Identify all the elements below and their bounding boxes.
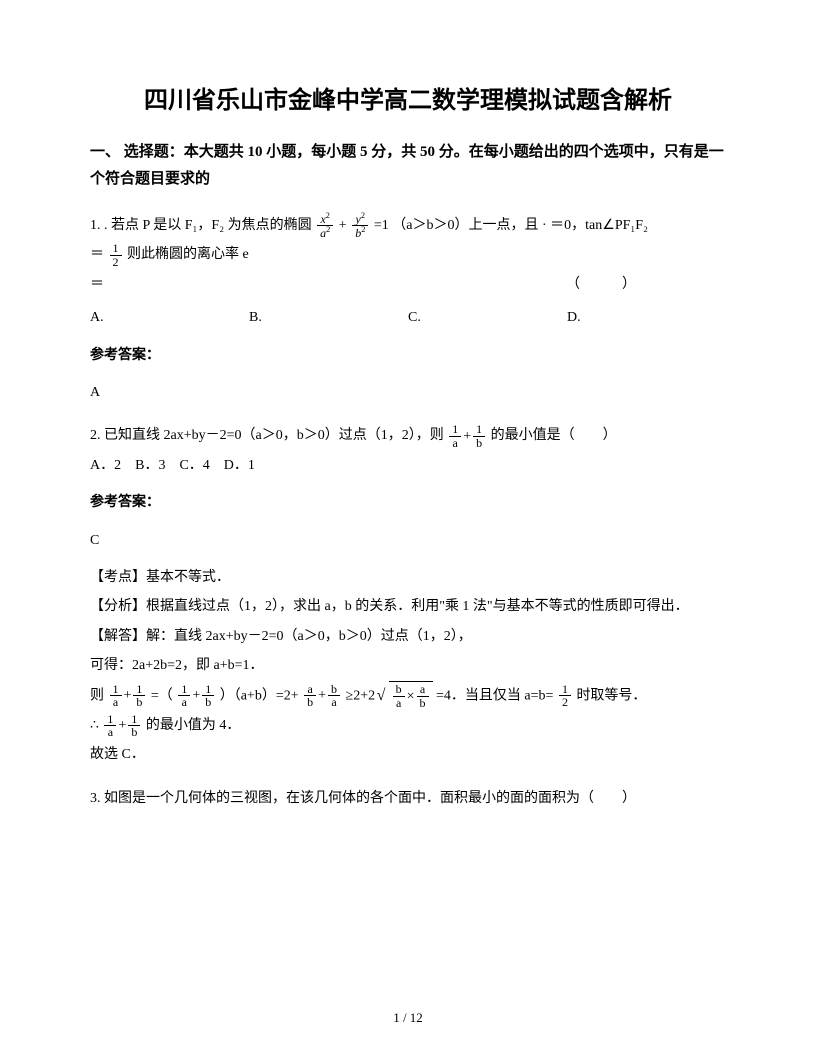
q2-solve-1: 【解答】解：直线 2ax+by－2=0（a＞0，b＞0）过点（1，2）， — [90, 622, 726, 651]
q1-opt-c: C. — [408, 303, 567, 332]
q1-opt-b: B. — [249, 303, 408, 332]
q2-solve-2: 可得：2a+2b=2，即 a+b=1． — [90, 651, 726, 680]
page-number: 1 / 12 — [0, 1010, 816, 1026]
document-title: 四川省乐山市金峰中学高二数学理模拟试题含解析 — [90, 80, 726, 115]
frac-half-2: 12 — [557, 683, 573, 709]
ellipse-equation: x2 a2 + y2 b2 =1 — [315, 211, 389, 240]
q1-pre: 1. . 若点 P 是以 F₁，F₂ 为焦点的椭圆 — [90, 218, 315, 233]
q1-answer-label: 参考答案： — [90, 341, 726, 370]
frac-y2b2: y2 b2 — [350, 212, 370, 240]
page: 四川省乐山市金峰中学高二数学理模拟试题含解析 一、 选择题：本大题共 10 小题… — [0, 0, 816, 1056]
q2-answer-label: 参考答案： — [90, 488, 726, 517]
q2-solve-4: ∴ 1a+1b 的最小值为 4． — [90, 711, 726, 740]
q2-stem: 2. 已知直线 2ax+by－2=0（a＞0，b＞0）过点（1，2），则 1a+… — [90, 421, 726, 450]
sqrt-expr: ba×ab — [379, 681, 433, 711]
expr-ab-ba: ab+ba — [302, 681, 342, 710]
q1-line2: ＝ 1 2 则此椭圆的离心率 e — [90, 240, 726, 269]
expr-1a1b-3: 1a+1b — [102, 711, 142, 740]
expr-1a1b-2: 1a+1b — [176, 681, 216, 710]
frac-x2a2: x2 a2 — [315, 212, 335, 240]
q1-options: A. B. C. D. — [90, 303, 726, 332]
q1-opt-d: D. — [567, 303, 726, 332]
section-1-heading: 一、 选择题：本大题共 10 小题，每小题 5 分，共 50 分。在每小题给出的… — [90, 139, 726, 193]
q2-options: A．2 B．3 C．4 D．1 — [90, 451, 726, 480]
question-3: 3. 如图是一个几何体的三视图，在该几何体的各个面中．面积最小的面的面积为（ ） — [90, 784, 726, 813]
question-2: 2. 已知直线 2ax+by－2=0（a＞0，b＞0）过点（1，2），则 1a+… — [90, 421, 726, 769]
q2-solve-3: 则 1a+1b =（ 1a+1b ）（a+b）=2+ ab+ba ≥2+2 ba… — [90, 681, 726, 711]
expr-1a-plus-1b: 1a+1b — [447, 422, 487, 451]
q2-analysis: 【分析】根据直线过点（1，2），求出 a，b 的关系．利用"乘 1 法"与基本不… — [90, 592, 726, 621]
q1-mid: （a＞b＞0）上一点，且 · ＝0，tan∠PF₁F₂ — [392, 218, 648, 233]
q1-answer: A — [90, 378, 726, 407]
frac-half: 1 2 — [108, 242, 124, 268]
expr-1a1b-1: 1a+1b — [108, 681, 148, 710]
q2-solve-5: 故选 C． — [90, 740, 726, 769]
q2-topic: 【考点】基本不等式． — [90, 563, 726, 592]
q2-answer: C — [90, 526, 726, 555]
question-1: 1. . 若点 P 是以 F₁，F₂ 为焦点的椭圆 x2 a2 + y2 b2 … — [90, 211, 726, 407]
q1-opt-a: A. — [90, 303, 249, 332]
q1-blank-paren: （ ） — [566, 270, 726, 299]
q1-line3: ＝ （ ） — [90, 270, 726, 299]
q1-line1: 1. . 若点 P 是以 F₁，F₂ 为焦点的椭圆 x2 a2 + y2 b2 … — [90, 211, 726, 240]
